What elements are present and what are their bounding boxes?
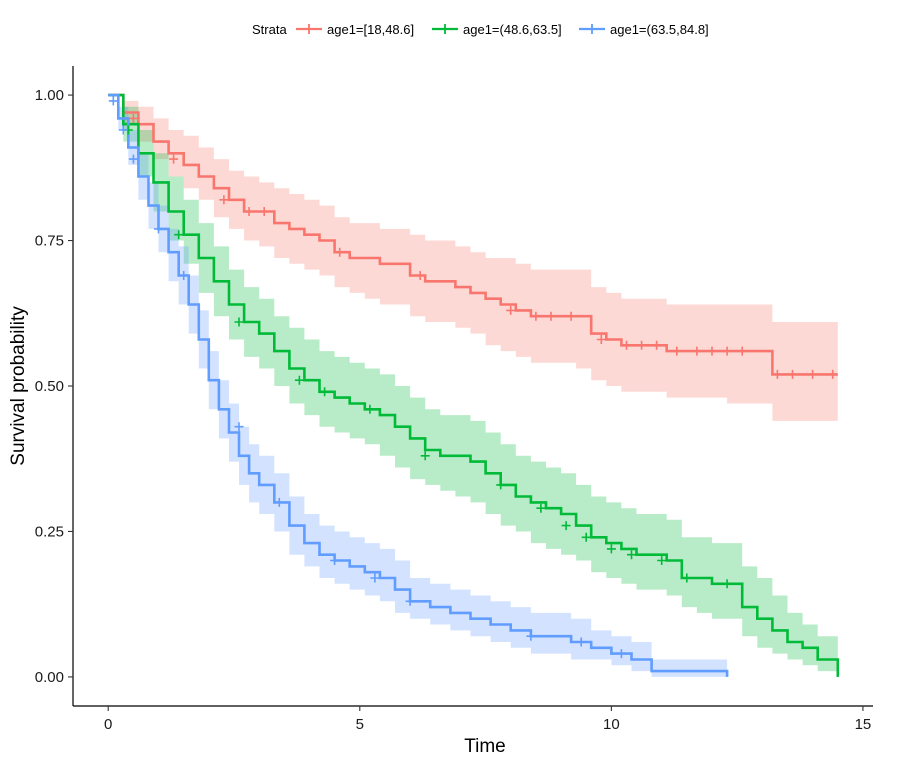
censor-mark [405,596,415,606]
censor-mark [606,544,616,554]
censor-mark [788,369,797,379]
legend-label: age1=(63.5,84.8] [610,22,709,37]
legend-title: Strata [252,22,287,37]
censor-mark [581,532,591,542]
censor-mark [259,207,269,216]
y-tick-label: 0.25 [35,523,64,540]
censor-mark [234,422,244,432]
censor-mark [174,230,184,240]
censor-mark [415,271,425,280]
censor-mark [234,317,244,327]
censor-mark [672,346,682,356]
censor-mark [808,369,818,379]
legend-item-3: age1=(63.5,84.8] [579,22,709,37]
censor-mark [294,375,304,385]
legend-item-1: age1=[18,48.6] [296,22,414,37]
legend-label: age1=[18,48.6] [327,22,414,37]
censor-mark [365,404,375,414]
y-tick-label: 0.75 [35,233,64,250]
censor-mark [692,346,702,356]
censor-mark [506,305,516,315]
censor-mark [128,113,138,123]
censor-mark [561,521,571,531]
censor-mark [320,387,330,397]
y-axis-title: Survival probability [8,306,29,466]
censor-mark [722,346,732,356]
censor-mark [828,369,838,379]
censor-marks [108,96,838,659]
censor-mark [722,579,732,589]
censor-mark [622,340,631,350]
censor-mark [219,195,229,205]
censor-mark [108,96,118,106]
confidence-bands [108,95,838,677]
censor-mark [496,480,506,490]
censor-mark [637,340,647,350]
legend-items: age1=[18,48.6] age1=(48.6,63.5] age1=(63.5… [296,22,709,37]
y-tick-label: 0.00 [35,669,64,686]
censor-mark [244,207,254,216]
survival-curve-2 [108,93,840,677]
censor-mark [772,369,782,379]
censor-mark [154,224,163,234]
censor-mark [420,451,430,461]
censor-mark [707,346,717,356]
censor-mark [128,154,138,164]
legend-item-2: age1=(48.6,63.5] [432,22,562,37]
censor-mark [652,340,662,350]
y-tick-label: 1.00 [35,87,64,104]
survival-curves [108,93,840,677]
censor-mark [737,346,747,356]
survival-curve-1 [108,93,838,376]
censor-mark [566,311,576,321]
x-tick-label: 5 [356,716,364,733]
x-tick-label: 0 [104,716,112,733]
censor-mark [526,631,536,641]
censor-mark [274,497,284,507]
legend: Strata age1=[18,48.6] age1=(48.6,63.5] age… [252,22,709,37]
x-axis-title: Time [464,736,506,757]
censor-mark [657,556,667,565]
censor-mark [546,311,556,321]
censor-mark [330,556,340,565]
censor-mark [118,125,128,135]
axes: 0 5 10 15 0.00 0.25 0.50 0.75 1.00 [35,66,873,733]
censor-mark [531,311,541,321]
censor-mark [335,247,345,257]
x-tick-label: 10 [603,716,620,733]
x-tick-label: 15 [855,716,872,733]
censor-mark [627,550,636,560]
legend-label: age1=(48.6,63.5] [463,22,562,37]
censor-mark [576,637,586,647]
censor-mark [370,573,380,583]
censor-mark [596,335,606,344]
confidence-band-1 [108,95,838,421]
censor-mark [169,154,179,164]
y-tick-label: 0.50 [35,378,64,395]
censor-mark [616,649,626,659]
censor-mark [536,503,546,513]
survival-curve-3 [108,93,729,677]
censor-mark [179,271,189,280]
censor-mark [682,573,692,583]
confidence-band-2 [108,95,838,677]
